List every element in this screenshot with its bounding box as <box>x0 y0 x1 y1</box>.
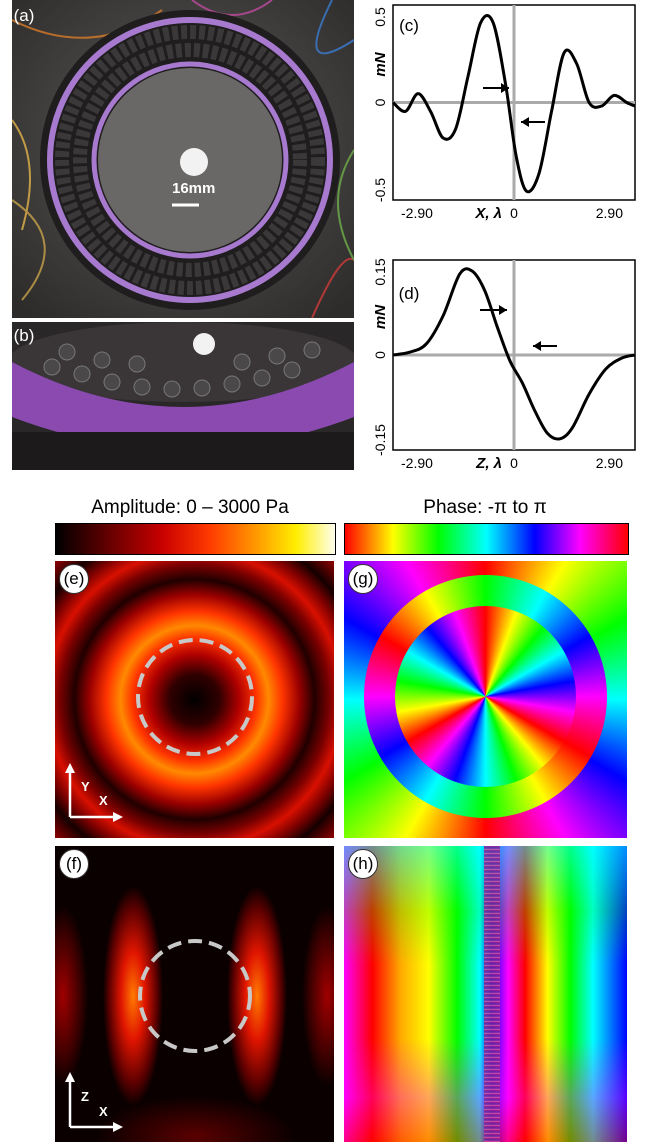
axis-label-x: X <box>99 793 108 808</box>
scale-label: 16mm <box>172 180 216 197</box>
panel-label-b: (b) <box>13 326 35 345</box>
y-tick-label: 0.5 <box>372 7 388 27</box>
phase-core <box>395 606 576 787</box>
amplitude-colorbar-title: Amplitude: 0 – 3000 Pa <box>91 497 289 518</box>
y-tick-label: -0.15 <box>372 424 388 456</box>
phase-map-xy: (g) <box>344 561 627 838</box>
panel-label-g: (g) <box>348 564 378 594</box>
x-tick-label: -2.90 <box>401 455 433 471</box>
panel-label-c: (c) <box>399 16 419 35</box>
y-tick-label: 0 <box>372 351 388 359</box>
series-line <box>392 267 636 441</box>
force-arrow-head <box>521 117 529 127</box>
panel-label-a: (a) <box>13 6 35 25</box>
axis-label-z: Z <box>81 1089 89 1104</box>
panel-label-h: (h) <box>348 849 378 879</box>
amplitude-colorbar <box>55 523 336 555</box>
x-tick-label: 0 <box>510 455 518 471</box>
y-tick-label: 0 <box>372 98 388 106</box>
panel-label-f: (f) <box>59 849 89 879</box>
x-tick-label: 2.90 <box>596 205 623 221</box>
phase-map-xz: (h) <box>344 846 627 1142</box>
phase-colorbar <box>344 523 629 555</box>
force-arrow-head <box>499 305 507 315</box>
ring-array-illustration <box>12 0 354 318</box>
phase-colorbar-title: Phase: -π to π <box>423 497 547 518</box>
trap-outline <box>138 939 252 1053</box>
x-tick-label: 2.90 <box>596 455 623 471</box>
force-plot-z: 0.15 0 -0.15 mN -2.90 0 2.90 Z, λ <box>372 258 636 472</box>
panel-label-d: (d) <box>398 284 420 303</box>
side-view-illustration <box>12 322 354 470</box>
x-axis-label: Z, λ <box>475 455 502 472</box>
amplitude-map-xy: Y X (e) <box>55 561 334 838</box>
x-axis-label: X, λ <box>474 205 502 222</box>
force-plot-x: 0.5 0 -0.5 mN -2.90 0 2.90 X, λ <box>372 4 636 222</box>
photo-ring-array: (a) 16mm <box>12 0 354 318</box>
y-axis-label: mN <box>372 304 389 329</box>
force-arrow-head <box>501 83 509 93</box>
panel-label-e: (e) <box>59 564 89 594</box>
x-tick-label: 0 <box>510 205 518 221</box>
y-tick-label: -0.5 <box>372 178 388 202</box>
y-tick-label: 0.15 <box>372 258 388 285</box>
force-arrow-head <box>533 341 541 351</box>
amplitude-map-xz: Z X (f) <box>55 846 334 1142</box>
trap-outline <box>136 638 254 756</box>
series-line <box>392 14 636 194</box>
x-tick-label: -2.90 <box>401 205 433 221</box>
photo-side-view: (b) <box>12 322 354 470</box>
y-axis-label: mN <box>372 51 389 76</box>
axis-label-y: Y <box>81 779 90 794</box>
axis-label-x: X <box>99 1104 108 1119</box>
